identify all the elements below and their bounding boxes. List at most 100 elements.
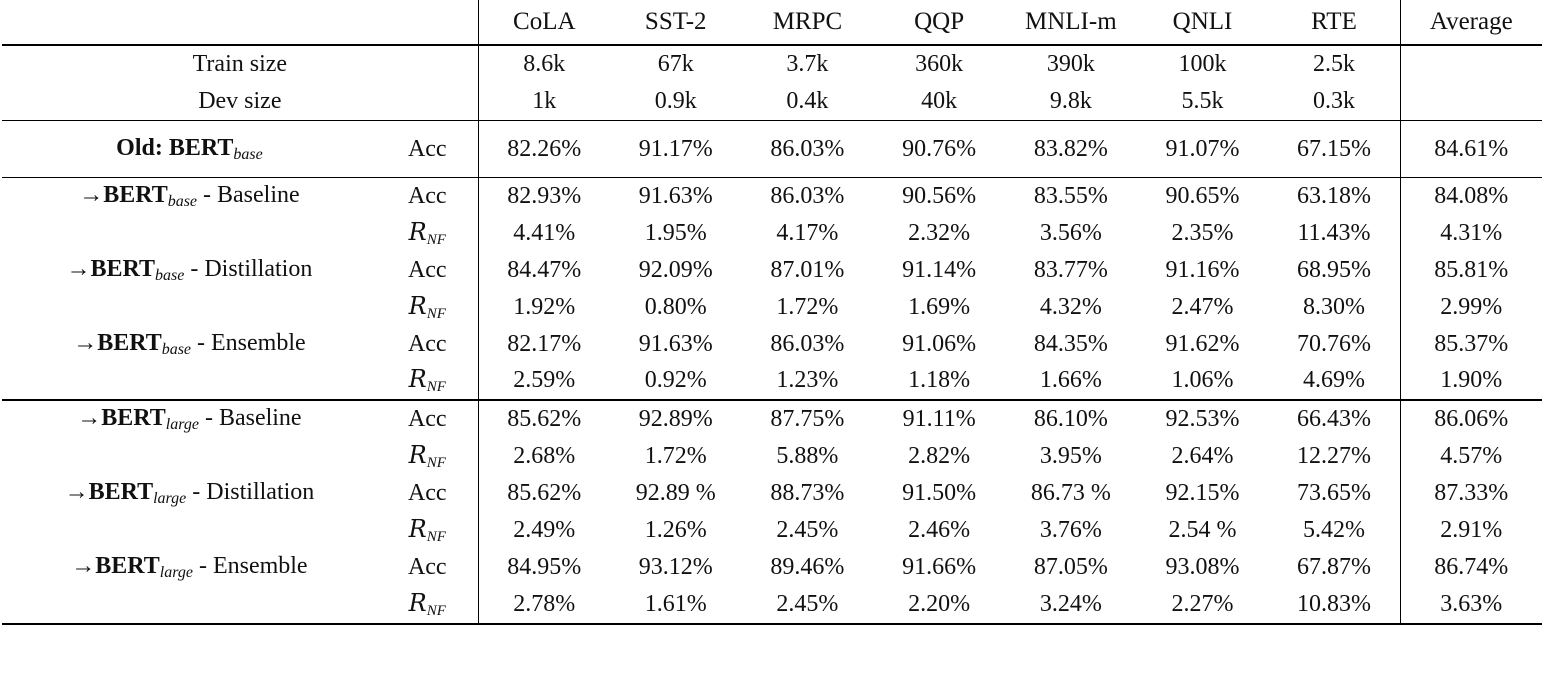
metric-acc-label: Acc — [407, 330, 447, 357]
metric-label: Acc — [376, 120, 479, 178]
model-label-empty — [2, 362, 377, 400]
model-label: →BERTbase - Distillation — [2, 252, 377, 289]
model-name: BERT — [90, 255, 156, 282]
rnf-value: 2.47% — [1171, 293, 1234, 320]
rnf-subscript: NF — [426, 305, 446, 322]
rnf-average: 2.99% — [1399, 288, 1542, 326]
acc-row: →BERTbase - Baseline Acc 82.93% 91.63% 86.03… — [2, 176, 1542, 215]
size-value: 0.4k — [786, 88, 829, 114]
model-label: →BERTbase - Baseline — [2, 176, 377, 215]
acc-value: 90.76% — [873, 120, 1005, 178]
header-dataset: RTE — [1311, 8, 1357, 35]
rnf-value: 1.69% — [908, 293, 971, 320]
acc-average: 87.33% — [1399, 475, 1542, 513]
metric-rnf-label: RNF — [377, 289, 478, 326]
model-name: BERT — [95, 552, 160, 579]
rnf-value: 1.23% — [776, 367, 839, 394]
header-average: Average — [1399, 0, 1542, 45]
model-prefix: Old: — [116, 134, 169, 161]
rnf-value: 2.46% — [908, 516, 971, 543]
acc-value: 86.03% — [770, 330, 845, 357]
arrow: → — [64, 479, 89, 506]
acc-value: 90.65% — [1136, 176, 1269, 215]
metric-acc-label: Acc — [407, 553, 447, 580]
rnf-average: 1.90% — [1399, 362, 1542, 401]
acc-value: 91.63% — [638, 330, 713, 357]
arrow: → — [77, 405, 102, 432]
model-subscript: base — [167, 192, 198, 210]
acc-value: 91.16% — [1165, 256, 1240, 283]
rnf-value: 1.95% — [644, 219, 707, 246]
model-subscript: large — [153, 490, 187, 508]
acc-value: 91.07% — [1136, 120, 1269, 178]
model-subscript: large — [165, 416, 199, 434]
acc-value: 91.50% — [902, 480, 977, 507]
rnf-value: 8.30% — [1302, 293, 1365, 320]
rnf-value: 2.35% — [1171, 219, 1234, 246]
size-average — [1399, 83, 1542, 121]
acc-row: →BERTbase - Ensemble Acc 82.17% 91.63% 86.03… — [2, 325, 1542, 363]
size-value: 5.5k — [1181, 88, 1224, 114]
rnf-value: 4.32% — [1039, 293, 1102, 320]
rnf-average: 4.57% — [1399, 438, 1542, 476]
rnf-row: RNF 2.78% 1.61% 2.45% 2.20% 3.24% 2.27% 10.83% 3… — [2, 585, 1542, 625]
model-label-empty — [2, 512, 377, 549]
acc-value: 86.10% — [1004, 399, 1137, 439]
model-variant: - Ensemble — [191, 329, 306, 356]
size-value: 100k — [1136, 44, 1269, 83]
rnf-value: 3.76% — [1039, 516, 1102, 543]
rnf-value: 2.27% — [1136, 585, 1269, 625]
model-label-empty — [2, 289, 377, 326]
rnf-value: 5.42% — [1302, 516, 1365, 543]
metric-acc-label: Acc — [407, 480, 447, 507]
rnf-subscript: NF — [426, 528, 446, 545]
rnf-row: RNF 2.59% 0.92% 1.23% 1.18% 1.66% 1.06% 4.69% 1.… — [2, 362, 1542, 401]
rnf-average: 2.91% — [1399, 512, 1542, 549]
acc-value: 93.08% — [1165, 553, 1240, 580]
acc-value: 70.76% — [1296, 330, 1371, 357]
rnf-value: 2.82% — [908, 443, 971, 470]
rnf-row: RNF 2.68% 1.72% 5.88% 2.82% 3.95% 2.64% 12.27% 4… — [2, 438, 1542, 476]
size-value: 390k — [1004, 44, 1137, 83]
model-name: BERT — [168, 134, 234, 161]
rnf-row: RNF 1.92% 0.80% 1.72% 1.69% 4.32% 2.47% 8.30% 2.… — [2, 288, 1542, 326]
rnf-value: 1.92% — [477, 288, 610, 326]
acc-value: 92.53% — [1136, 399, 1269, 439]
rnf-average: 3.63% — [1399, 585, 1542, 625]
acc-value: 91.66% — [902, 553, 977, 580]
acc-value: 83.82% — [1004, 120, 1137, 178]
rnf-symbol: R — [408, 588, 427, 617]
model-subscript: base — [161, 340, 192, 358]
rnf-value: 4.41% — [477, 214, 610, 252]
acc-row: →BERTlarge - Ensemble Acc 84.95% 93.12% 89.4… — [2, 548, 1542, 586]
rnf-value: 12.27% — [1296, 443, 1371, 470]
acc-average: 86.74% — [1399, 548, 1542, 586]
acc-average: 85.37% — [1399, 325, 1542, 363]
rnf-value: 2.45% — [741, 585, 874, 625]
rnf-value: 1.18% — [908, 367, 971, 394]
model-subscript: large — [159, 563, 193, 581]
rnf-value: 4.17% — [776, 219, 839, 246]
acc-value: 63.18% — [1268, 176, 1401, 215]
acc-value: 91.06% — [902, 330, 977, 357]
rnf-value: 3.24% — [1004, 585, 1137, 625]
model-label-empty — [2, 215, 377, 252]
rnf-value: 3.95% — [1039, 443, 1102, 470]
acc-value: 91.17% — [609, 120, 742, 178]
acc-value: 87.75% — [741, 399, 874, 439]
acc-value: 67.87% — [1296, 553, 1371, 580]
rnf-value: 2.78% — [477, 585, 610, 625]
acc-value: 92.15% — [1165, 480, 1240, 507]
metric-rnf-label: RNF — [377, 438, 478, 475]
size-value: 1k — [477, 83, 610, 121]
rnf-value: 2.54 % — [1168, 516, 1237, 543]
acc-value: 91.11% — [873, 399, 1005, 439]
rnf-value: 1.26% — [644, 516, 707, 543]
model-subscript: base — [155, 266, 185, 284]
rnf-symbol: R — [408, 514, 427, 543]
rnf-value: 10.83% — [1268, 585, 1401, 625]
acc-value: 67.15% — [1268, 120, 1401, 178]
size-label: Train size — [2, 44, 479, 83]
rnf-subscript: NF — [426, 379, 446, 396]
acc-value: 85.62% — [477, 399, 610, 439]
